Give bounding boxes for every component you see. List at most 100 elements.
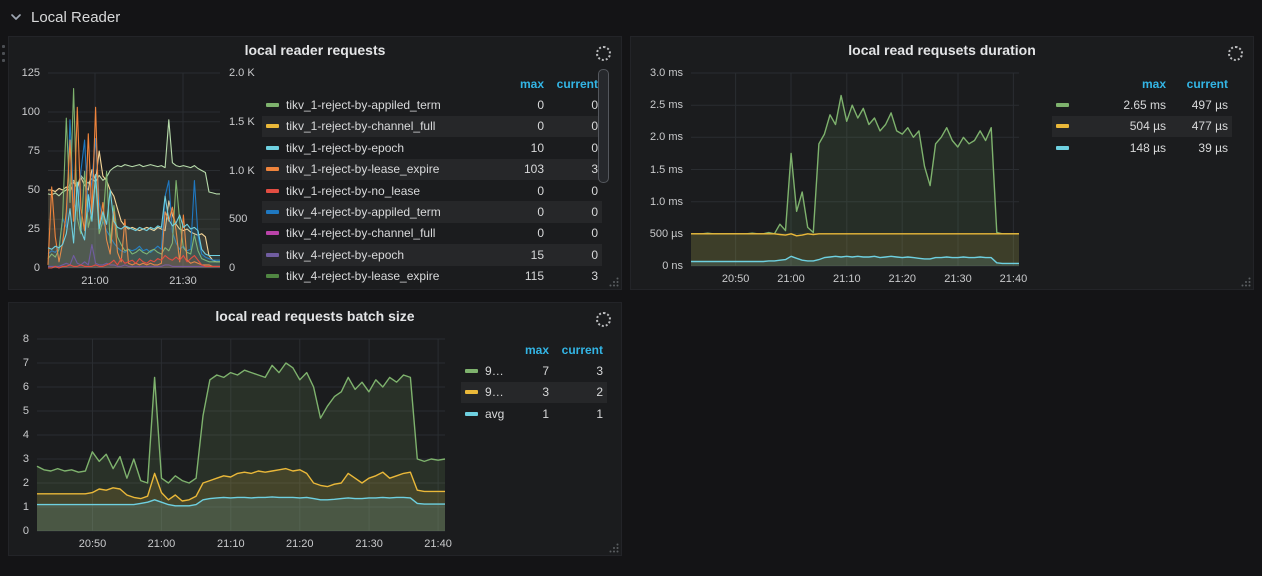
legend-series-swatch [266, 252, 279, 257]
legend-item: tikv_1-reject-by-no_lease 0 0 [262, 180, 602, 201]
legend-current-value: 0 [591, 226, 598, 241]
chart-plot-area[interactable]: 125 100 75 50 25 0 2.0 K 1.5 K 1.0 K 500 0 21:00 21:… [22, 67, 255, 287]
panel-local-read-requests-batch-size: local read requests batch size 8 7 6 5 4 3 2 1 0… [8, 302, 622, 556]
legend-current-value: 0 [591, 98, 598, 113]
x-axis-tick-label: 21:10 [217, 538, 245, 550]
legend-item: tikv_1-reject-by-lease_expire 103 3 [262, 158, 602, 180]
y-axis-tick-label: 7 [22, 357, 29, 369]
legend-max-value: 1 [542, 406, 549, 421]
legend-current-value: 3 [596, 364, 603, 379]
legend-series-label[interactable]: tikv_4-reject-by-epoch [286, 247, 405, 262]
legend-item: avg 1 1 [461, 403, 607, 424]
legend-current-value: 3 [591, 162, 598, 177]
legend-max-value: 148 µs [1129, 140, 1166, 155]
legend-series-label[interactable]: tikv_1-reject-by-lease_expire [286, 162, 440, 177]
y-axis-tick-label: 25 [27, 223, 40, 235]
row-title: Local Reader [31, 8, 121, 26]
legend-header-row: max current [1052, 73, 1232, 94]
x-axis-tick-label: 21:40 [999, 273, 1028, 285]
y-axis-tick-label: 0 [33, 262, 40, 274]
legend-series-swatch [266, 188, 279, 193]
legend-series-swatch [266, 231, 279, 236]
legend-item: tikv_4-reject-by-epoch 15 0 [262, 244, 602, 266]
legend-max-value: 3 [542, 385, 549, 400]
legend-header-current[interactable]: current [556, 76, 598, 91]
legend-current-value: 477 µs [1191, 119, 1228, 134]
y-axis-right-tick-label: 500 [229, 213, 248, 226]
legend-series-label[interactable]: tikv_1-reject-by-appiled_term [286, 98, 441, 113]
legend-series-swatch [1056, 103, 1069, 108]
loading-spinner-icon [596, 46, 611, 61]
x-axis-tick-label: 21:00 [81, 275, 109, 287]
legend-item: tikv_4-reject-by-channel_full 0 0 [262, 223, 602, 244]
legend-series-swatch [266, 167, 279, 172]
y-axis-tick-label: 125 [21, 67, 40, 79]
y-axis-tick-label: 0 [22, 525, 29, 537]
legend-series-label[interactable]: tikv_1-reject-by-channel_full [286, 119, 436, 134]
legend-series-swatch [266, 103, 279, 108]
y-axis-tick-label: 4 [22, 429, 29, 441]
legend-header-max[interactable]: max [524, 342, 549, 357]
loading-spinner-icon [596, 312, 611, 327]
legend-series-label[interactable]: tikv_4-reject-by-appiled_term [286, 205, 441, 220]
row-local-reader[interactable]: Local Reader [10, 7, 120, 27]
legend-current-value: 2 [596, 385, 603, 400]
legend-current-value: 497 µs [1191, 98, 1228, 113]
legend-series-label[interactable]: tikv_4-reject-by-lease_expire [286, 269, 440, 284]
x-axis-tick-label: 21:00 [777, 273, 805, 285]
x-axis-tick-label: 21:30 [355, 538, 383, 550]
y-axis-right-tick-label: 0 [229, 262, 236, 274]
x-axis-tick-label: 21:30 [169, 275, 197, 287]
legend-series-label[interactable]: tikv_1-reject-by-epoch [286, 140, 405, 155]
legend-header-max[interactable]: max [519, 76, 544, 91]
legend-series-label[interactable]: avg [485, 406, 505, 421]
legend-item: tikv_1-reject-by-channel_full 0 0 [262, 115, 602, 138]
y-axis-tick-label: 2.5 ms [649, 99, 683, 112]
legend-series-swatch [266, 274, 279, 279]
legend-series-swatch [266, 145, 279, 150]
y-axis-tick-label: 500 µs [649, 227, 683, 240]
legend-series-label[interactable]: tikv_1-reject-by-no_lease [286, 183, 421, 198]
legend-current-value: 39 µs [1198, 140, 1228, 155]
legend-header-current[interactable]: current [1186, 76, 1228, 91]
panel-resize-handle-icon[interactable] [609, 277, 619, 287]
legend-item: tikv_1-reject-by-appiled_term 0 0 [262, 94, 602, 115]
y-axis-tick-label: 3 [22, 453, 29, 465]
legend-header-max[interactable]: max [1141, 76, 1166, 91]
legend-scrollbar-thumb[interactable] [598, 69, 609, 183]
legend-header-current[interactable]: current [561, 342, 603, 357]
legend-series-swatch [266, 210, 279, 215]
x-axis-tick-label: 21:40 [424, 538, 452, 550]
panel-title[interactable]: local read requsets duration [848, 42, 1036, 58]
legend-current-value: 0 [591, 119, 598, 134]
legend-max-value: 103 [523, 162, 544, 177]
y-axis-tick-label: 5 [22, 405, 29, 417]
legend-current-value: 3 [591, 269, 598, 284]
y-axis-tick-label: 6 [22, 381, 29, 393]
x-axis-tick-label: 21:20 [888, 273, 916, 285]
legend-series-swatch [465, 390, 478, 395]
legend-item: tikv_4-reject-by-lease_expire 115 3 [262, 266, 602, 287]
panel-drag-handle-icon[interactable] [2, 45, 5, 62]
panel-resize-handle-icon[interactable] [609, 543, 619, 553]
legend-series-swatch [1056, 145, 1069, 150]
panel-title[interactable]: local read requests batch size [215, 308, 415, 324]
chart-plot-area[interactable]: 8 7 6 5 4 3 2 1 0 20:50 21:00 21:10 21:20 21:30 21:40 [23, 333, 452, 550]
legend-max-value: 115 [524, 269, 544, 284]
legend-series-swatch [1056, 124, 1069, 129]
legend-series-label[interactable]: 95% [485, 385, 505, 400]
legend-item: tikv_4-reject-by-appiled_term 0 0 [262, 201, 602, 223]
legend-max-value: 2.65 ms [1123, 98, 1166, 113]
y-axis-tick-label: 1 [22, 501, 29, 513]
legend-series-label[interactable]: 99% [485, 364, 505, 379]
legend-series-label[interactable]: tikv_4-reject-by-channel_full [286, 226, 436, 241]
chart-plot-area[interactable]: 3.0 ms 2.5 ms 2.0 ms 1.5 ms 1.0 ms 500 µs 0 ns… [650, 67, 1027, 285]
legend-max-value: 504 µs [1129, 119, 1166, 134]
legend-max-value: 0 [537, 119, 544, 134]
panel-title[interactable]: local reader requests [244, 42, 386, 58]
legend-max-value: 10 [530, 140, 544, 155]
panel-resize-handle-icon[interactable] [1241, 277, 1251, 287]
